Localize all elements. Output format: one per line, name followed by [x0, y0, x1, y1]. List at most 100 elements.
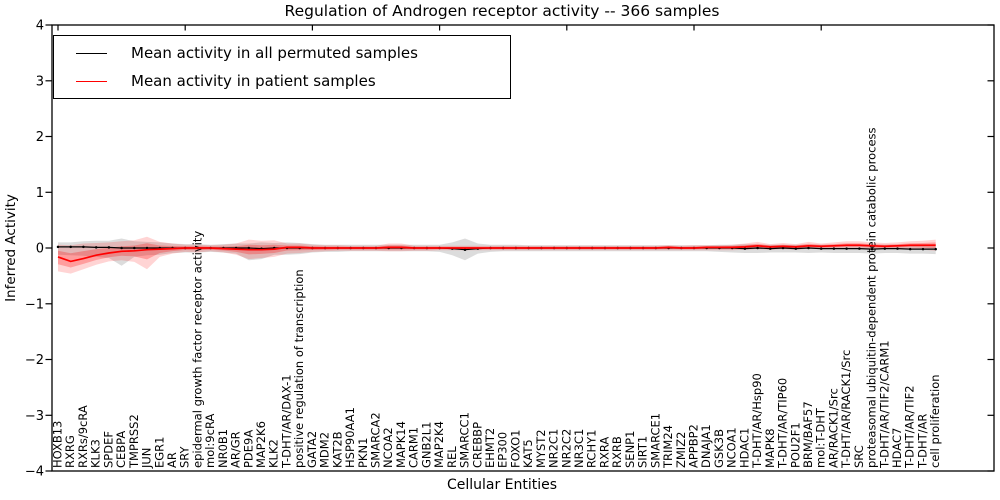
permuted-point-marker	[819, 247, 823, 250]
x-tick-label: MDM2	[318, 432, 332, 468]
x-tick-label: MAPK14	[394, 421, 408, 468]
x-tick-label: T-DHT/AR/Hsp90	[750, 373, 764, 469]
x-tick-label: KLK3	[89, 439, 103, 468]
permuted-point-marker	[82, 245, 85, 249]
permuted-point-marker	[756, 246, 759, 250]
x-tick-label: RXRs/9cRA	[76, 405, 90, 468]
x-tick-label: REL	[445, 446, 459, 468]
permuted-point-marker	[934, 247, 937, 251]
permuted-point-marker	[794, 247, 798, 250]
x-tick-label: CARM1	[407, 427, 421, 468]
legend-label-permuted: Mean activity in all permuted samples	[131, 44, 418, 62]
y-tick-label: 0	[36, 242, 44, 257]
y-tick-label: 3	[36, 74, 44, 89]
x-tick-label: RXRG	[63, 435, 77, 468]
x-tick-label: KLK2	[267, 439, 281, 468]
permuted-point-marker	[896, 247, 899, 250]
x-tick-label: JUN	[140, 448, 154, 469]
x-tick-label: T-DHT/AR/DAX-1	[280, 374, 294, 469]
legend: Mean activity in all permuted samples Me…	[53, 35, 511, 99]
permuted-range-band	[58, 238, 936, 266]
x-tick-label: mol:9cRA	[203, 414, 217, 468]
x-tick-label: KAT2B	[330, 431, 344, 468]
x-tick-label: NR2C2	[559, 429, 573, 468]
x-tick-label: SMARCA2	[369, 412, 383, 468]
x-tick-label: HSP90AA1	[343, 407, 357, 468]
x-tick-label: HDAC7	[890, 428, 904, 468]
x-tick-label: SRY	[178, 445, 192, 468]
x-tick-label: SPDEF	[101, 431, 115, 468]
x-tick-label: ZMIZ2	[674, 432, 688, 468]
permuted-point-marker	[870, 247, 874, 251]
x-tick-label: MYST2	[534, 429, 548, 468]
legend-item-patient: Mean activity in patient samples	[54, 72, 510, 90]
permuted-line-swatch	[76, 52, 107, 54]
patient-line-swatch	[76, 80, 107, 82]
x-tick-label: cell proliferation	[928, 374, 942, 468]
x-tick-label: NR2C1	[547, 429, 561, 468]
permuted-point-marker	[247, 246, 251, 250]
x-tick-label: CEBPA	[114, 431, 128, 468]
x-tick-label: T-DHT/AR/RACK1/Src	[839, 350, 853, 469]
x-tick-label: NCOA2	[381, 427, 395, 468]
permuted-point-marker	[807, 246, 810, 250]
x-tick-label: MAP2K6	[254, 421, 268, 468]
x-tick-label: RXRA	[598, 437, 612, 468]
x-tick-label: SENP1	[623, 431, 637, 468]
x-tick-label: NR3C1	[572, 429, 586, 468]
y-tick-label: 4	[36, 19, 44, 34]
x-tick-label: HDAC1	[737, 428, 751, 468]
x-tick-label: PKN1	[356, 438, 370, 468]
x-tick-label: T-DHT/AR/TIF2/CARM1	[877, 340, 891, 469]
y-axis-title: Inferred Activity	[3, 194, 19, 302]
legend-item-permuted: Mean activity in all permuted samples	[54, 44, 510, 62]
x-tick-label: positive regulation of transcription	[292, 269, 306, 468]
x-tick-label: HOXB13	[51, 421, 65, 468]
permuted-point-marker	[769, 247, 772, 250]
x-tick-label: DNAJA1	[699, 424, 713, 468]
permuted-point-marker	[743, 247, 747, 250]
x-tick-label: EHMT2	[483, 428, 497, 468]
x-tick-label: EP300	[496, 432, 510, 468]
x-tick-label: proteasomal ubiquitin-dependent protein …	[865, 127, 879, 468]
x-tick-label: epidermal growth factor receptor activit…	[190, 231, 204, 468]
permuted-point-marker	[56, 245, 60, 249]
permuted-point-marker	[120, 246, 123, 250]
patient-mean-line	[57, 244, 936, 263]
permuted-point-marker	[69, 245, 72, 249]
x-tick-label: TMPRSS2	[127, 414, 141, 469]
x-tick-label: T-DHT/AR/TIP60	[776, 378, 790, 469]
x-tick-label: SIRT1	[636, 436, 650, 468]
permuted-point-marker	[94, 246, 98, 249]
x-tick-label: SMARCC1	[458, 412, 472, 468]
x-tick-label: SRC	[852, 445, 866, 468]
permuted-point-marker	[845, 247, 848, 250]
x-tick-label: APPBP2	[687, 424, 701, 468]
x-tick-label: RCHY1	[585, 430, 599, 468]
permuted-point-marker	[133, 246, 136, 250]
x-tick-label: SMARCE1	[648, 413, 662, 468]
x-axis-title: Cellular Entities	[446, 477, 558, 493]
x-tick-label: FOXO1	[508, 430, 522, 468]
x-tick-label: POU2F1	[788, 422, 802, 468]
permuted-point-marker	[781, 246, 785, 250]
legend-label-patient: Mean activity in patient samples	[131, 72, 376, 90]
x-tick-label: AR/GR	[229, 431, 243, 468]
x-tick-label: AR	[165, 452, 179, 468]
permuted-point-marker	[107, 246, 111, 249]
chart-title: Regulation of Androgen receptor activity…	[284, 2, 720, 20]
permuted-point-marker	[145, 246, 149, 250]
x-tick-label: KAT5	[521, 439, 535, 468]
permuted-point-marker	[921, 247, 925, 251]
x-tick-label: TRIM24	[661, 425, 675, 469]
x-tick-label: GNB2L1	[419, 422, 433, 468]
x-tick-label: NCOA1	[725, 427, 739, 468]
y-tick-label: 2	[36, 130, 44, 145]
x-tick-label: MAP2K4	[432, 421, 446, 468]
y-tick-label: −3	[25, 409, 44, 424]
patient-range-band-outer	[58, 236, 936, 274]
x-tick-label: EGR1	[152, 437, 166, 469]
x-tick-label: GATA2	[305, 431, 319, 468]
